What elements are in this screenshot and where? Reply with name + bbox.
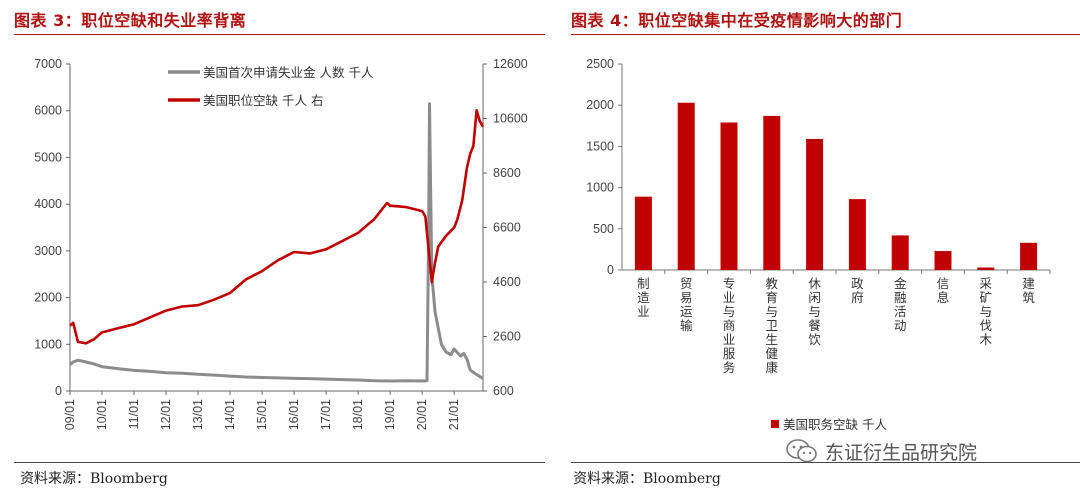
x-tick-label: 12/01 <box>159 399 173 430</box>
right-y-tick-label: 6600 <box>493 221 521 235</box>
wechat-icon <box>786 439 817 463</box>
bar <box>763 115 781 270</box>
category-label: 金融活动 <box>894 276 907 333</box>
right-source-rule <box>571 462 1080 463</box>
right-figure-panel: 图表 4：职位空缺集中在受疫情影响大的部门 0 500 1000 1500 2000 25… <box>565 0 1080 499</box>
bar-y-tick-label: 1500 <box>586 139 614 153</box>
x-tick-label: 17/01 <box>319 399 333 430</box>
x-tick-label: 18/01 <box>351 399 365 430</box>
right-y-tick-label: 8600 <box>493 166 521 180</box>
left-title-rule <box>14 34 545 35</box>
x-tick-label: 13/01 <box>191 399 205 430</box>
x-tick-label: 20/01 <box>415 399 429 430</box>
watermark: 东证衍生品研究院 <box>785 437 977 465</box>
right-source-note: 资料来源：Bloomberg <box>573 471 721 487</box>
bar <box>891 235 909 270</box>
right-y-tick-label: 4600 <box>493 275 521 289</box>
bar-y-tick-label: 1000 <box>586 181 614 195</box>
left-source-note: 资料来源：Bloomberg <box>20 471 168 487</box>
left-y-tick-label: 5000 <box>34 150 62 164</box>
bar <box>806 138 824 270</box>
category-label: 专业与商业服务 <box>723 276 736 375</box>
right-title-rule <box>571 34 1080 35</box>
bar-legend-label: 美国职务空缺 千人 <box>783 417 887 432</box>
line-chart: 0 1000 2000 3000 4000 5000 6000 7000 600 2600 4600… <box>34 57 528 430</box>
left-y-tick-label: 7000 <box>34 57 62 71</box>
bar <box>934 251 952 270</box>
x-tick-label: 10/01 <box>95 399 109 430</box>
x-tick-label: 14/01 <box>223 399 237 430</box>
bar <box>1020 242 1038 270</box>
left-y-tick-label: 6000 <box>34 104 62 118</box>
bar-chart: 0 500 1000 1500 2000 2500 制造业 贸易运输 专业与商业服务 教育与卫生健… <box>586 57 1051 432</box>
left-y-tick-label: 1000 <box>34 337 62 351</box>
x-tick-label: 19/01 <box>383 399 397 430</box>
left-y-tick-label: 3000 <box>34 244 62 258</box>
legend-label-job-openings: 美国职位空缺 千人 右 <box>203 93 323 108</box>
x-tick-label: 16/01 <box>287 399 301 430</box>
left-figure-panel: 图表 3：职位空缺和失业率背离 0 1000 2000 3000 4000 5000 600… <box>14 11 545 487</box>
left-source-rule <box>14 462 545 463</box>
category-label: 建筑 <box>1022 276 1035 305</box>
bar-y-tick-label: 500 <box>593 222 614 236</box>
bar-legend-swatch <box>771 420 779 428</box>
series-line-job-openings <box>69 109 485 345</box>
right-y-tick-label: 12600 <box>493 57 528 71</box>
category-label: 采矿与伐木 <box>980 276 993 347</box>
bar <box>977 267 995 270</box>
x-tick-label: 15/01 <box>255 399 269 430</box>
x-tick-label: 09/01 <box>63 399 77 430</box>
watermark-text: 东证衍生品研究院 <box>825 441 978 464</box>
bar <box>720 122 738 270</box>
series-line-initial-claims <box>69 102 484 383</box>
category-label: 制造业 <box>637 276 650 319</box>
bar-y-tick-label: 0 <box>607 263 614 277</box>
bar-y-tick-label: 2500 <box>586 57 614 71</box>
left-y-tick-label: 0 <box>55 384 62 398</box>
right-y-tick-label: 2600 <box>493 330 521 344</box>
left-figure-title: 图表 3：职位空缺和失业率背离 <box>14 11 247 30</box>
x-tick-label: 21/01 <box>447 399 461 430</box>
left-y-tick-label: 2000 <box>34 291 62 305</box>
category-label: 休闲与餐饮 <box>808 276 821 347</box>
legend-label-initial-claims: 美国首次申请失业金 人数 千人 <box>203 65 374 80</box>
right-figure-title: 图表 4：职位空缺集中在受疫情影响大的部门 <box>571 11 903 30</box>
right-y-tick-label: 10600 <box>493 112 528 126</box>
left-y-tick-label: 4000 <box>34 197 62 211</box>
category-label: 教育与卫生健康 <box>766 276 779 375</box>
bar <box>634 196 652 270</box>
bar <box>677 102 695 270</box>
bar <box>848 199 866 270</box>
x-tick-label: 11/01 <box>127 399 141 429</box>
right-y-tick-label: 600 <box>493 384 514 398</box>
category-label: 贸易运输 <box>680 276 693 333</box>
category-label: 政府 <box>851 276 864 305</box>
bar-y-tick-label: 2000 <box>586 98 614 112</box>
category-label: 信息 <box>937 276 950 305</box>
